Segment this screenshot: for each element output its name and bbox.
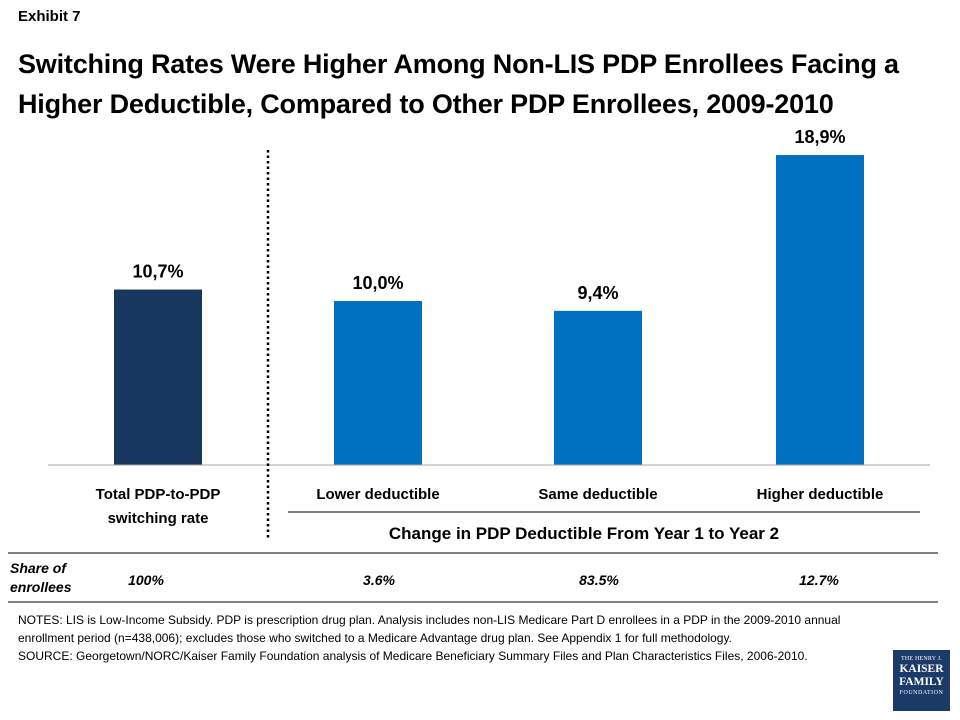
logo-line-3: FAMILY	[899, 676, 944, 688]
share-value-higher: 12.7%	[799, 572, 839, 588]
chart-title: Switching Rates Were Higher Among Non-LI…	[18, 49, 899, 119]
data-label-lower-deductible: 10,0%	[352, 273, 403, 293]
logo-line-2: KAISER	[899, 663, 944, 675]
bar-chart: 10,7% Total PDP-to-PDP switching rate 10,0%…	[8, 127, 938, 554]
bar-same-deductible	[554, 310, 642, 465]
kff-logo: THE HENRY J. KAISER FAMILY FOUNDATION	[893, 650, 950, 711]
share-value-same: 83.5%	[579, 572, 619, 588]
source-text: SOURCE: Georgetown/NORC/Kaiser Family Fo…	[18, 649, 808, 663]
data-label-same-deductible: 9,4%	[577, 283, 618, 303]
exhibit-label: Exhibit 7	[18, 8, 81, 25]
logo-line-4: FOUNDATION	[899, 690, 944, 696]
bar-group: 10,7% Total PDP-to-PDP switching rate 10,0%…	[96, 127, 884, 527]
category-label-same-deductible: Same deductible	[538, 486, 657, 503]
category-label-higher-deductible: Higher deductible	[757, 486, 884, 503]
category-label-lower-deductible: Lower deductible	[316, 486, 439, 503]
bar-higher-deductible	[776, 155, 864, 466]
data-label-higher-deductible: 18,9%	[794, 127, 845, 147]
share-row-label: Share of enrollees	[10, 560, 72, 595]
logo-line-1: THE HENRY J.	[900, 656, 942, 662]
share-value-lower: 3.6%	[363, 572, 395, 588]
bar-total-pdp-to-pdp-switching-rate	[114, 289, 202, 465]
category-label-total-pdp-to-pdp-switching-rate: Total PDP-to-PDP switching rate	[96, 486, 221, 527]
bar-lower-deductible	[334, 301, 422, 465]
notes-text: NOTES: LIS is Low-Income Subsidy. PDP is…	[18, 613, 841, 645]
data-label-total-pdp-to-pdp-switching-rate: 10,7%	[132, 262, 183, 282]
notes-block: NOTES: LIS is Low-Income Subsidy. PDP is…	[18, 611, 858, 665]
share-value-total: 100%	[128, 572, 164, 588]
share-bottom-rule-wrap	[8, 601, 938, 603]
group-label: Change in PDP Deductible From Year 1 to …	[389, 524, 779, 543]
